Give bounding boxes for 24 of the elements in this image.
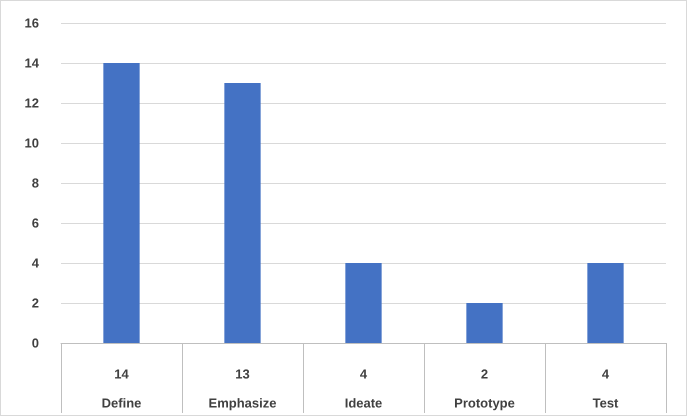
x-tick-label: Test (592, 396, 620, 410)
y-tick-label: 0 (32, 336, 39, 350)
x-tick-label: Prototype (454, 396, 515, 410)
data-label: 13 (235, 366, 250, 382)
x-tick-label: Emphasize (208, 396, 276, 410)
x-tick-label: Define (102, 396, 142, 410)
y-tick-label: 6 (32, 216, 39, 230)
y-tick-label: 8 (32, 176, 39, 190)
bar (466, 303, 503, 343)
y-tick-label: 14 (24, 56, 40, 70)
bar (587, 263, 624, 343)
data-label: 2 (480, 366, 488, 382)
y-tick-label: 2 (32, 296, 39, 310)
y-tick-label: 10 (24, 136, 39, 150)
data-label: 4 (360, 366, 368, 382)
y-tick-label: 4 (32, 256, 40, 270)
data-label: 14 (114, 366, 130, 382)
bar (345, 263, 382, 343)
bar (224, 83, 261, 343)
data-label: 4 (602, 366, 610, 382)
x-tick-label: Ideate (344, 396, 382, 410)
bar (103, 63, 140, 343)
y-tick-label: 12 (24, 96, 39, 110)
y-tick-label: 16 (24, 16, 39, 30)
